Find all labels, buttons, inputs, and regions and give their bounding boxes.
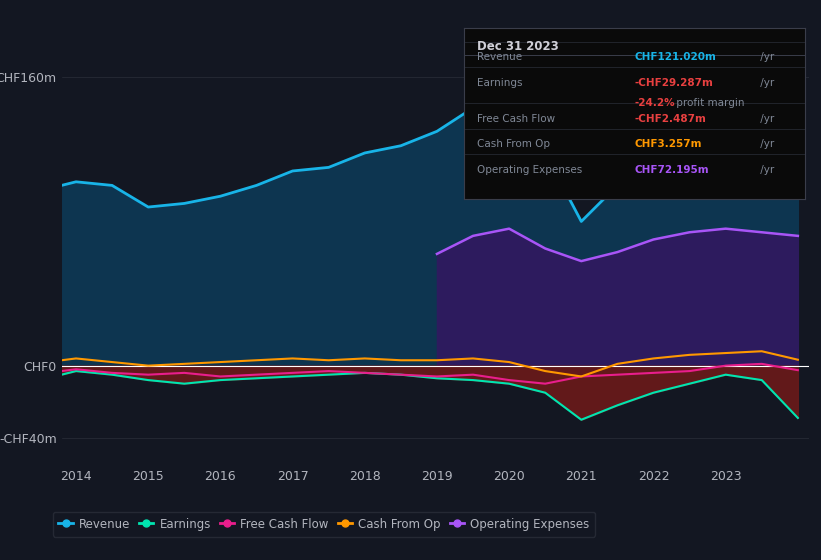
Text: /yr: /yr bbox=[757, 78, 774, 88]
Text: CHF3.257m: CHF3.257m bbox=[635, 139, 702, 150]
Text: -CHF29.287m: -CHF29.287m bbox=[635, 78, 713, 88]
Text: /yr: /yr bbox=[757, 165, 774, 175]
Text: Earnings: Earnings bbox=[478, 78, 523, 88]
Text: /yr: /yr bbox=[757, 52, 774, 62]
Text: /yr: /yr bbox=[757, 114, 774, 124]
Text: Revenue: Revenue bbox=[478, 52, 523, 62]
Text: /yr: /yr bbox=[757, 139, 774, 150]
Text: -CHF2.487m: -CHF2.487m bbox=[635, 114, 706, 124]
Text: Dec 31 2023: Dec 31 2023 bbox=[478, 40, 559, 53]
Text: Free Cash Flow: Free Cash Flow bbox=[478, 114, 556, 124]
Text: Operating Expenses: Operating Expenses bbox=[478, 165, 583, 175]
Text: -24.2%: -24.2% bbox=[635, 98, 675, 108]
Legend: Revenue, Earnings, Free Cash Flow, Cash From Op, Operating Expenses: Revenue, Earnings, Free Cash Flow, Cash … bbox=[53, 512, 595, 536]
Text: profit margin: profit margin bbox=[673, 98, 745, 108]
Text: CHF72.195m: CHF72.195m bbox=[635, 165, 709, 175]
Text: CHF121.020m: CHF121.020m bbox=[635, 52, 716, 62]
Text: Cash From Op: Cash From Op bbox=[478, 139, 551, 150]
